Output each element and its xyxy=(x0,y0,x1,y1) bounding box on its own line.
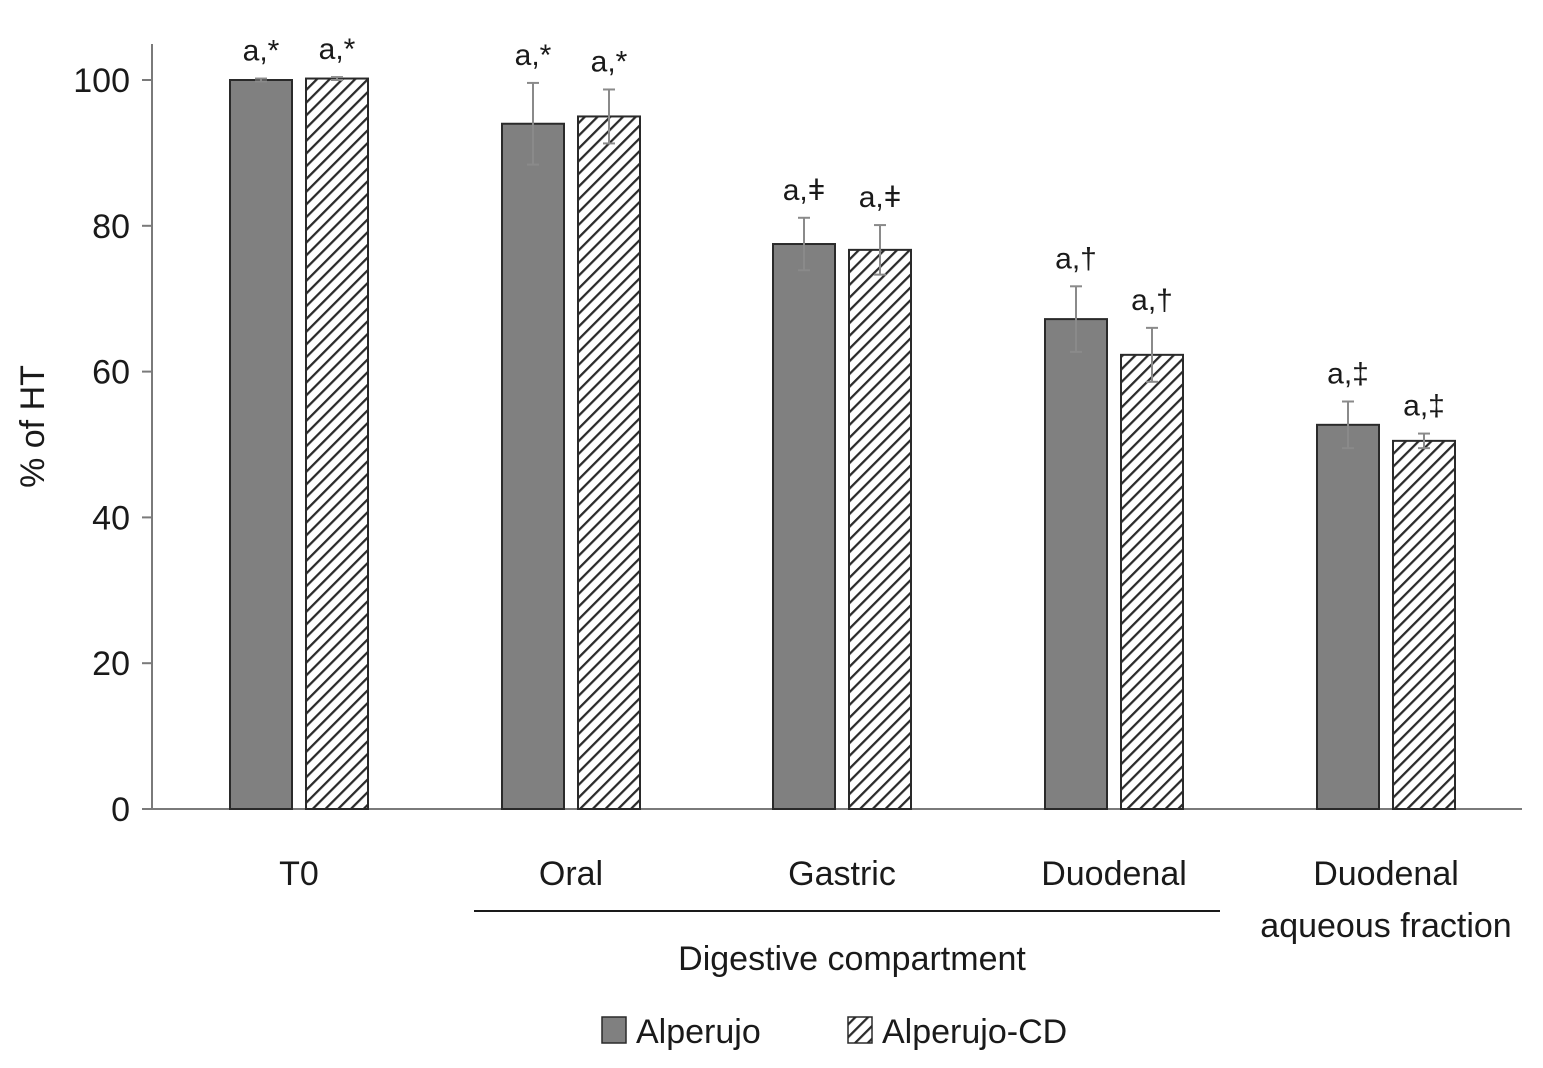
bar-alperujo-cd xyxy=(305,77,369,811)
y-tick-label: 0 xyxy=(111,791,130,829)
y-tick-label: 40 xyxy=(92,499,130,537)
category-label: Oral xyxy=(539,855,603,893)
labels: a,* a,* a,ǂ a,† a,‡ a,* a,* a,ǂ a,† a,‡ T0 Oral Gast… xyxy=(243,33,1512,978)
bar-alperujo xyxy=(501,122,565,811)
bar-alperujo xyxy=(229,79,293,810)
bar-alperujo xyxy=(772,243,836,810)
significance-label: a,* xyxy=(243,35,280,68)
bar-alperujo xyxy=(1316,423,1380,810)
category-label: Gastric xyxy=(788,855,896,893)
category-label: T0 xyxy=(279,855,319,893)
bar-alperujo-cd xyxy=(1120,353,1184,810)
y-axis-title: % of HT xyxy=(14,365,52,488)
y-tick-label: 20 xyxy=(92,645,130,683)
significance-label: a,† xyxy=(1131,284,1173,317)
bar-alperujo-cd xyxy=(577,115,641,810)
significance-label: a,ǂ xyxy=(783,174,826,207)
category-label: Duodenal xyxy=(1041,855,1187,893)
y-tick-label: 60 xyxy=(92,354,130,392)
axes: 0 20 40 60 80 100 % of HT xyxy=(14,44,1522,829)
significance-label: a,ǂ xyxy=(859,181,902,214)
significance-label: a,† xyxy=(1055,242,1097,275)
bar-alperujo-cd xyxy=(1392,439,1456,810)
bar-alperujo-cd xyxy=(848,248,912,810)
significance-label: a,‡ xyxy=(1403,390,1445,423)
legend-label: Alperujo-CD xyxy=(882,1013,1067,1051)
y-tick-label: 100 xyxy=(73,62,130,100)
bar-alperujo xyxy=(1044,318,1108,810)
group-label: Digestive compartment xyxy=(678,940,1026,978)
legend: Alperujo Alperujo-CD xyxy=(601,1013,1067,1051)
significance-label: a,* xyxy=(591,45,628,78)
significance-label: a,‡ xyxy=(1327,357,1369,390)
category-label: Duodenal xyxy=(1313,855,1459,893)
legend-label: Alperujo xyxy=(636,1013,761,1051)
y-tick-label: 80 xyxy=(92,208,130,246)
category-label: aqueous fraction xyxy=(1260,907,1511,945)
bars xyxy=(229,76,1456,811)
legend-swatch xyxy=(847,1016,873,1044)
significance-label: a,* xyxy=(319,33,356,66)
significance-label: a,* xyxy=(515,39,552,72)
legend-swatch xyxy=(601,1016,627,1044)
